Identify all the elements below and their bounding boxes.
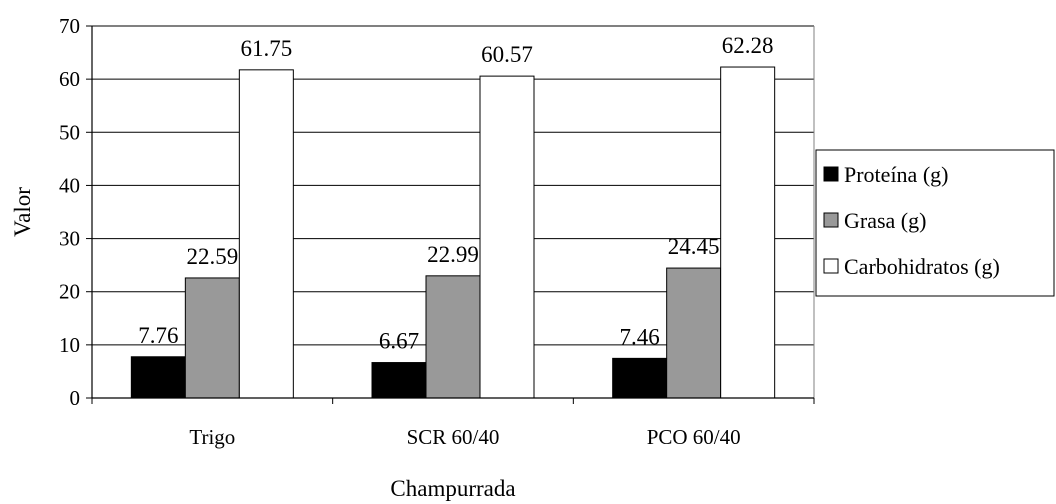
x-tick-label: SCR 60/40 (407, 425, 500, 449)
legend-swatch (823, 258, 839, 274)
legend-label: Grasa (g) (844, 208, 926, 233)
data-label: 61.75 (240, 36, 292, 61)
y-tick-label: 10 (59, 333, 80, 357)
bar-proteina (612, 357, 668, 399)
y-tick-label: 0 (70, 386, 81, 410)
bar-carbohidratos (238, 69, 294, 399)
data-label: 60.57 (481, 42, 533, 67)
bar-carbohidratos (720, 66, 776, 399)
data-labels: 7.76 22.59 61.75 6.67 22.99 60.57 7.46 24.45 62.… (138, 33, 773, 354)
y-tick-label: 60 (59, 67, 80, 91)
data-label: 22.99 (427, 242, 479, 267)
x-tick-labels: Trigo SCR 60/40 PCO 60/40 (189, 425, 740, 449)
legend-swatch (823, 166, 839, 182)
bar-grasa (425, 275, 481, 399)
bar-grasa (184, 277, 240, 399)
bar-carbohidratos (479, 75, 535, 399)
legend-label: Proteína (g) (844, 162, 948, 187)
data-label: 7.76 (138, 323, 178, 348)
y-tick-label: 40 (59, 173, 80, 197)
data-label: 6.67 (379, 329, 419, 354)
data-label: 7.46 (620, 324, 660, 349)
legend-box (815, 149, 1055, 297)
axes (86, 25, 815, 404)
legend-label: Carbohidratos (g) (844, 254, 1000, 279)
data-label: 22.59 (186, 244, 238, 269)
legend-swatch (823, 212, 839, 228)
x-tick-label: PCO 60/40 (647, 425, 741, 449)
x-tick-label: Trigo (189, 425, 235, 449)
x-axis-title: Champurrada (390, 476, 515, 501)
bar-grasa (666, 267, 722, 399)
legend: Proteína (g) Grasa (g) Carbohidratos (g) (815, 149, 1055, 297)
bar-proteina (371, 362, 427, 399)
y-tick-label: 20 (59, 280, 80, 304)
y-tick-label: 70 (59, 14, 80, 38)
y-tick-label: 50 (59, 120, 80, 144)
y-tick-labels: 0 10 20 30 40 50 60 70 (59, 14, 80, 410)
y-axis-title: Valor (10, 187, 35, 237)
data-label: 24.45 (668, 234, 720, 259)
y-tick-label: 30 (59, 227, 80, 251)
data-label: 62.28 (722, 33, 774, 58)
bars (130, 66, 776, 399)
bar-proteina (130, 356, 186, 399)
